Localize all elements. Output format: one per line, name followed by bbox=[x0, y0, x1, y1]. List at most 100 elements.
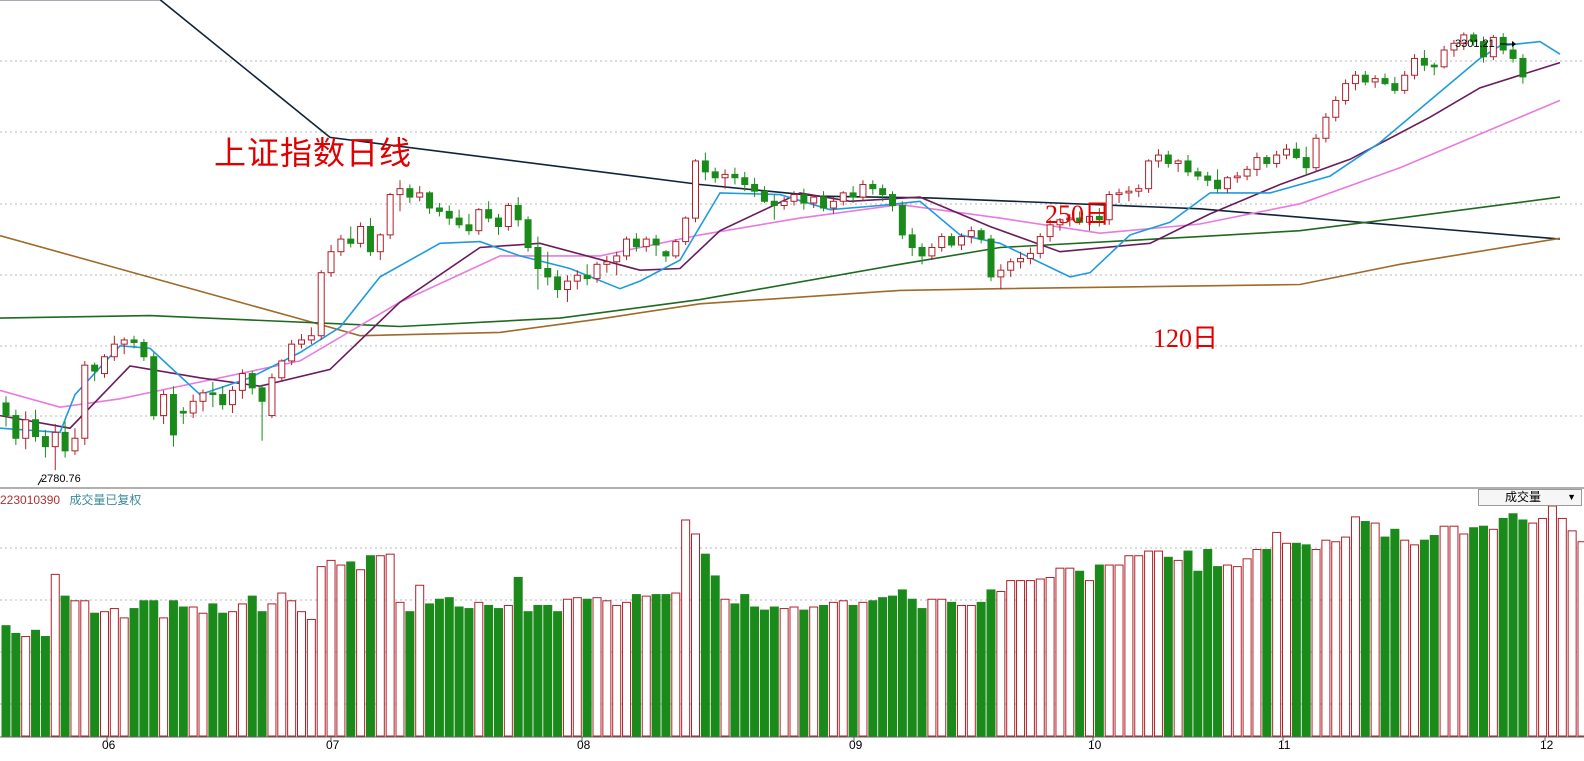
candle-body bbox=[396, 188, 404, 196]
candle-body bbox=[32, 419, 40, 438]
volume-bar bbox=[188, 606, 198, 737]
volume-bar bbox=[257, 611, 267, 737]
volume-bar bbox=[21, 636, 31, 737]
candle-body bbox=[1460, 34, 1468, 44]
ma120-label: 120日 bbox=[1153, 324, 1219, 353]
volume-bar bbox=[1479, 525, 1488, 737]
volume-bar bbox=[1, 625, 11, 737]
candle-body bbox=[504, 204, 512, 227]
candle-body bbox=[298, 339, 305, 345]
volume-bar bbox=[1508, 513, 1518, 737]
volume-bar bbox=[1282, 542, 1291, 737]
volume-bar bbox=[868, 600, 878, 737]
candle-body bbox=[485, 209, 493, 219]
candle-body bbox=[1430, 64, 1438, 68]
volume-bar bbox=[1577, 541, 1584, 737]
candle-body bbox=[918, 247, 926, 257]
candle-body bbox=[71, 437, 79, 452]
volume-bar bbox=[228, 611, 238, 737]
candle-body bbox=[376, 234, 384, 253]
candle-body bbox=[1007, 261, 1015, 271]
candle-body bbox=[1253, 157, 1261, 170]
candle-body bbox=[810, 196, 818, 204]
candle-body bbox=[1401, 74, 1409, 91]
candle-body bbox=[347, 238, 355, 244]
volume-bar bbox=[1567, 530, 1577, 737]
candle-body bbox=[1489, 36, 1497, 58]
volume-bar bbox=[602, 600, 612, 737]
candle-body bbox=[238, 373, 246, 391]
candle-body bbox=[110, 343, 118, 358]
ma-line-MA5 bbox=[0, 40, 1561, 434]
volume-bar bbox=[503, 604, 513, 737]
candle-body bbox=[672, 241, 680, 257]
volume-bar bbox=[139, 600, 149, 737]
candle-body bbox=[229, 389, 237, 406]
candle-body bbox=[406, 188, 414, 198]
candle-body bbox=[337, 238, 345, 253]
candle-body bbox=[928, 247, 936, 257]
candle-body bbox=[957, 236, 965, 246]
volume-bar bbox=[316, 566, 326, 737]
volume-bar bbox=[720, 598, 730, 737]
candle-body bbox=[327, 251, 335, 274]
volume-bar bbox=[1213, 566, 1223, 737]
candle-body bbox=[1115, 192, 1123, 196]
volume-bar bbox=[1134, 555, 1144, 737]
volume-bar bbox=[198, 612, 208, 737]
volume-bar bbox=[1370, 522, 1380, 737]
candle-body bbox=[61, 431, 69, 452]
candle-body bbox=[445, 210, 453, 219]
volume-bar bbox=[1144, 550, 1154, 737]
volume-bar bbox=[277, 592, 287, 737]
volume-bar bbox=[513, 576, 523, 737]
volume-bar bbox=[1085, 580, 1094, 737]
volume-bar bbox=[346, 561, 356, 737]
volume-bar bbox=[444, 597, 454, 737]
volume-bar bbox=[700, 553, 710, 737]
volume-bar bbox=[247, 595, 257, 737]
candle-body bbox=[997, 269, 1005, 278]
volume-bar bbox=[385, 553, 395, 737]
volume-bar bbox=[1390, 528, 1400, 737]
volume-bar bbox=[671, 592, 681, 737]
ma-line-MA60 bbox=[0, 196, 1561, 328]
month-tick-07: 07 bbox=[326, 738, 340, 752]
volume-bar bbox=[70, 600, 80, 737]
volume-bar bbox=[1538, 517, 1548, 737]
volume-bar bbox=[1203, 549, 1213, 737]
candle-body bbox=[987, 238, 995, 278]
low-marker-label: 2780.76 bbox=[41, 473, 81, 485]
candle-body bbox=[1223, 177, 1231, 190]
volume-bar bbox=[1016, 580, 1026, 737]
volume-bar bbox=[553, 611, 563, 737]
candle-body bbox=[1420, 57, 1428, 66]
candle-body bbox=[889, 194, 896, 206]
volume-bar bbox=[326, 559, 336, 737]
volume-bar bbox=[405, 611, 415, 737]
volume-bar bbox=[484, 604, 494, 737]
volume-bar bbox=[838, 600, 848, 737]
volume-indicator-select[interactable]: 成交量 ▼ bbox=[1478, 489, 1582, 506]
candle-body bbox=[1283, 148, 1290, 156]
candle-body bbox=[416, 192, 424, 198]
volume-bar bbox=[168, 600, 178, 737]
volume-bar bbox=[779, 608, 789, 737]
volume-bar bbox=[592, 597, 602, 737]
volume-bar bbox=[740, 594, 750, 737]
caret-down-icon: ▼ bbox=[1567, 492, 1576, 502]
candle-body bbox=[1519, 57, 1527, 78]
candle-body bbox=[495, 217, 502, 227]
candle-body bbox=[1332, 99, 1340, 118]
volume-bar bbox=[1055, 567, 1065, 737]
candle-body bbox=[1302, 157, 1310, 169]
volume-bar bbox=[1075, 570, 1085, 737]
candle-body bbox=[977, 230, 985, 240]
volume-bar bbox=[937, 598, 947, 737]
volume-bar bbox=[1469, 527, 1479, 737]
candle-body bbox=[130, 339, 138, 343]
volume-bar bbox=[287, 600, 297, 737]
volume-bar bbox=[769, 606, 779, 737]
volume-bar bbox=[927, 598, 937, 737]
